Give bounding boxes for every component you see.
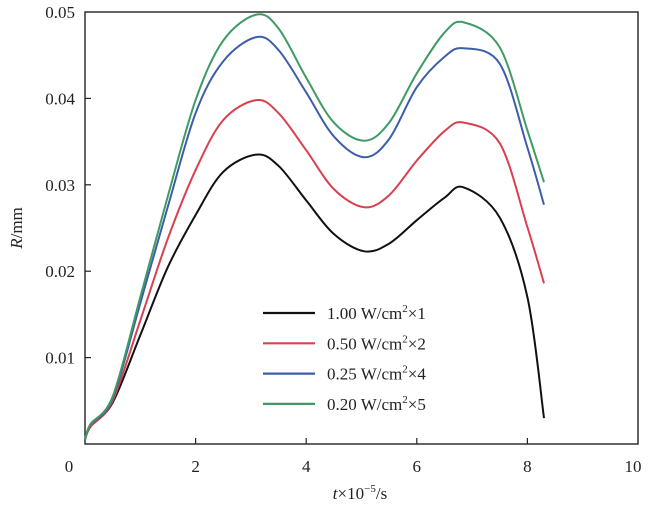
y-tick-label: 0.04 [45, 89, 75, 108]
x-tick-label: 8 [523, 457, 532, 476]
legend-label: 1.00 W/cm2×1 [327, 303, 426, 323]
y-axis-title: R/mm [7, 207, 26, 250]
legend-item: 0.25 W/cm2×4 [263, 364, 426, 384]
series-line-4 [84, 13, 545, 441]
legend-label: 0.20 W/cm2×5 [327, 394, 426, 414]
x-tick-label: 6 [413, 457, 422, 476]
x-tick-label: 0 [65, 457, 74, 476]
axes-frame [84, 11, 639, 445]
legend: 1.00 W/cm2×1 0.50 W/cm2×2 0.25 W/cm2×4 0.20… [263, 303, 426, 414]
plot-frame [84, 11, 639, 445]
y-tick-label: 0.01 [45, 349, 75, 368]
x-tick-label: 10 [625, 457, 642, 476]
x-tick-label: 2 [191, 457, 200, 476]
legend-label: 0.50 W/cm2×2 [327, 333, 426, 353]
x-axis-ticks: 0 2 4 6 8 10 [65, 438, 642, 476]
x-tick-label: 4 [302, 457, 311, 476]
y-axis-ticks: 0.01 0.02 0.03 0.04 0.05 [45, 3, 91, 368]
legend-item: 0.50 W/cm2×2 [263, 333, 426, 353]
legend-label: 0.25 W/cm2×4 [327, 364, 426, 384]
series-line-2 [84, 98, 545, 441]
y-tick-label: 0.05 [45, 3, 75, 22]
series-lines [84, 13, 545, 441]
y-tick-label: 0.02 [45, 262, 75, 281]
series-line-1 [84, 153, 545, 441]
legend-item: 0.20 W/cm2×5 [263, 394, 426, 414]
series-line-3 [84, 35, 545, 441]
y-tick-label: 0.03 [45, 176, 75, 195]
legend-item: 1.00 W/cm2×1 [263, 303, 426, 323]
x-axis-title: t×10−5/s [333, 483, 387, 503]
